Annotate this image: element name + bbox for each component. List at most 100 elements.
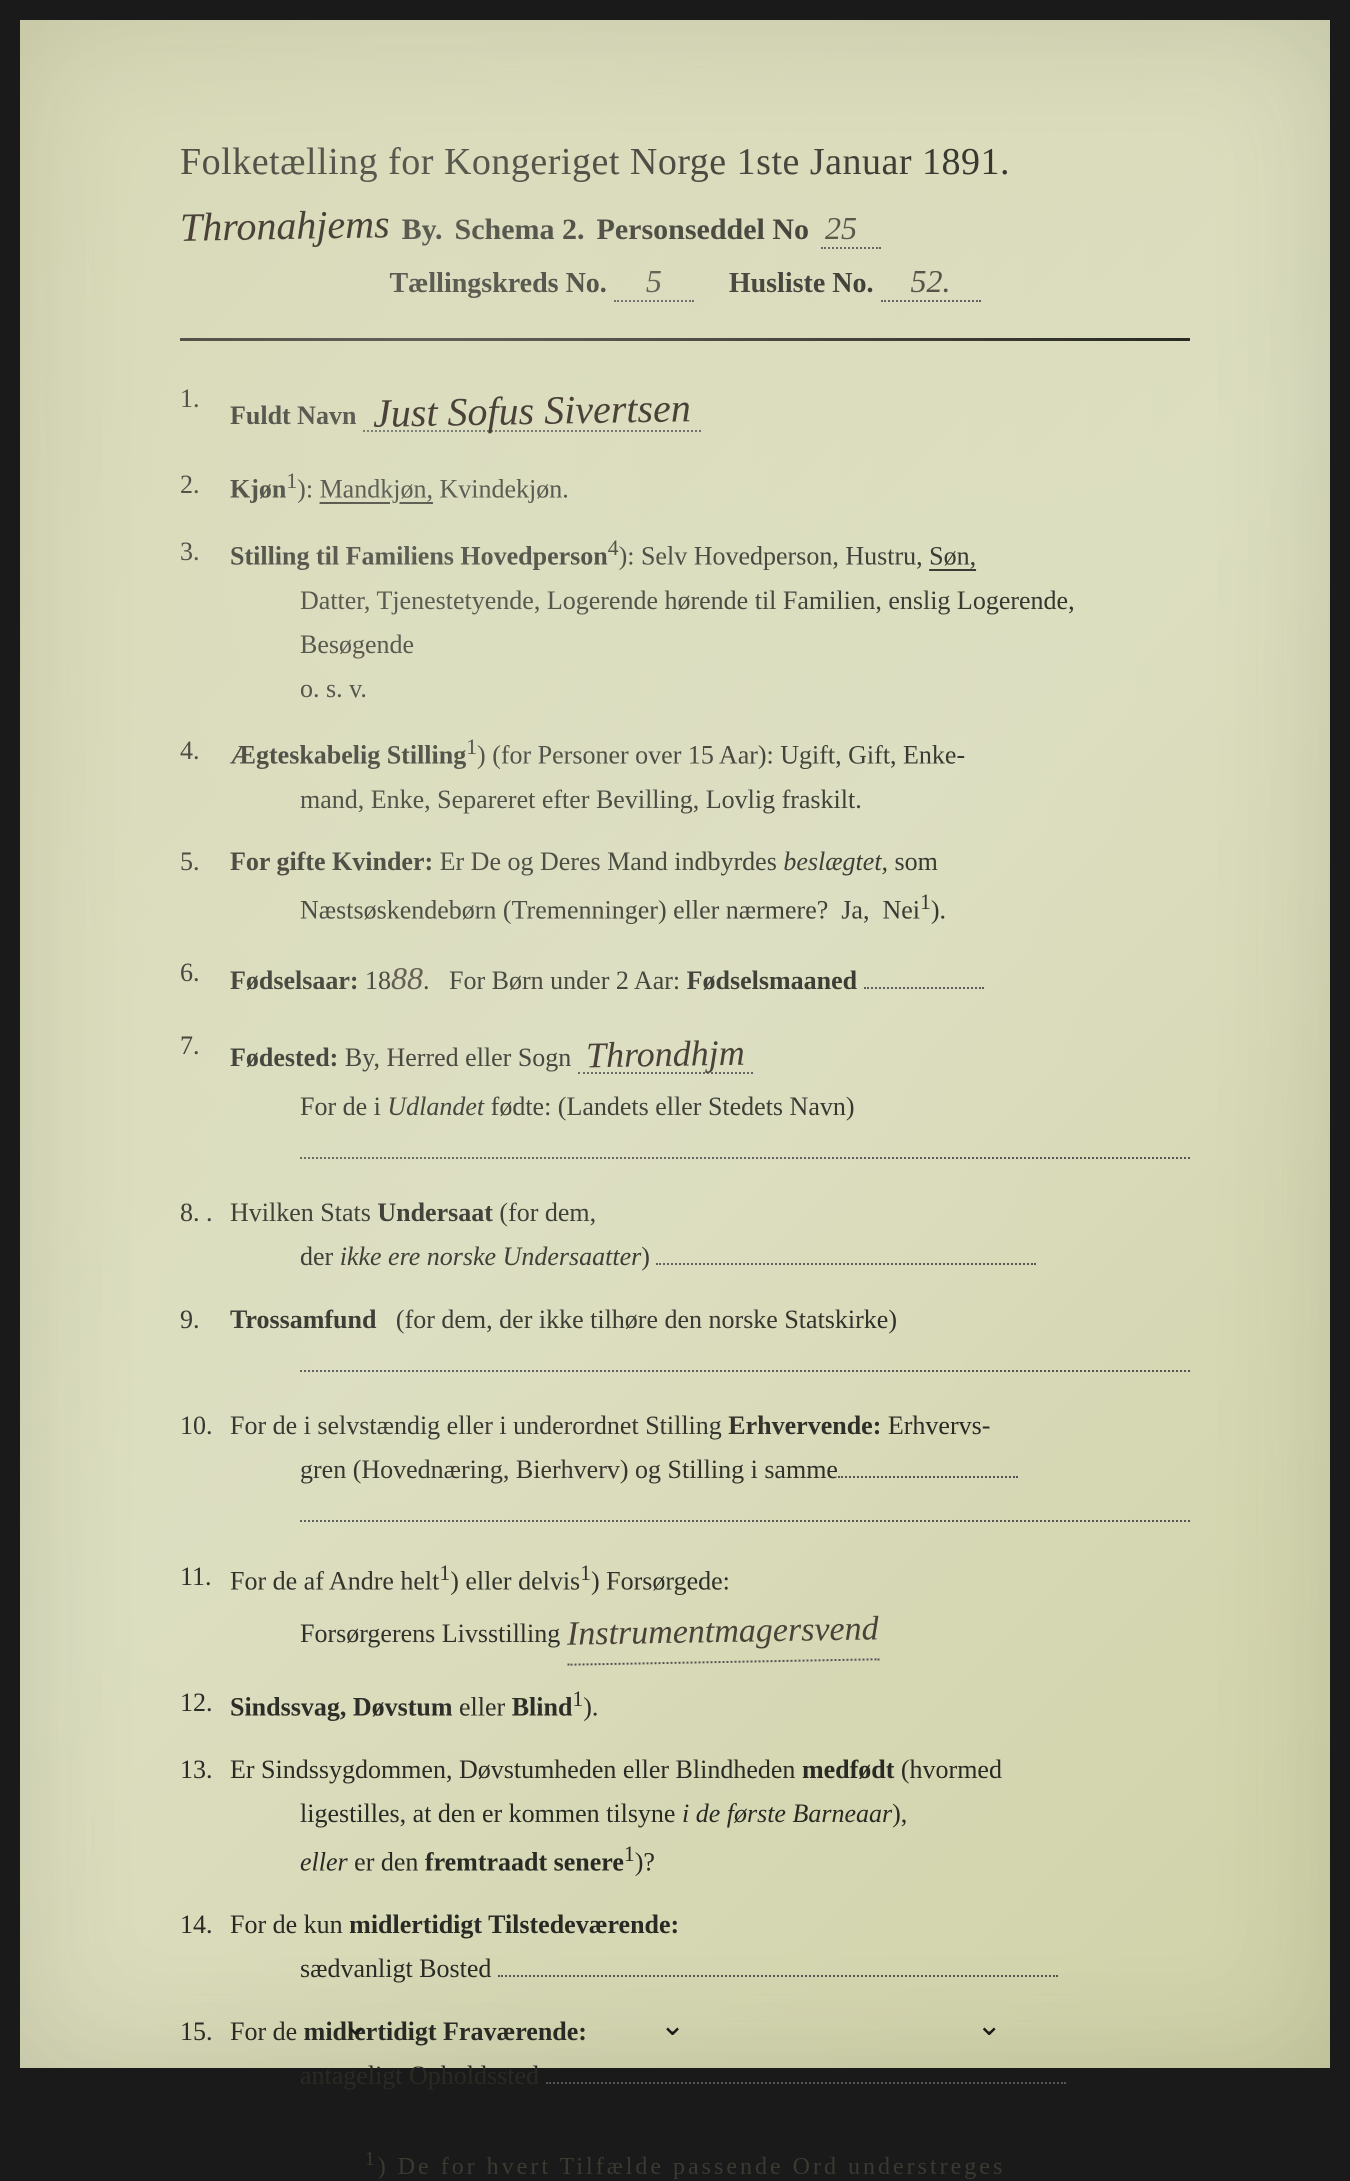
label-aegteskab: Ægteskabelig Stilling	[230, 741, 466, 770]
by-label: By.	[402, 213, 443, 247]
item-num-3: 3.	[180, 530, 230, 711]
item-num-4: 4.	[180, 729, 230, 822]
tear-right: ⌄	[977, 2008, 1007, 2032]
item-content-11: For de af Andre helt1) eller delvis1) Fo…	[230, 1555, 1190, 1664]
item-11: 11. For de af Andre helt1) eller delvis1…	[180, 1555, 1190, 1664]
item-num-14: 14.	[180, 1903, 230, 1991]
husliste-label: Husliste No.	[729, 268, 874, 299]
gifte-italic: beslægtet,	[783, 847, 888, 876]
medfodt-paren: (hvormed	[894, 1755, 1002, 1784]
medfodt-text1: Er Sindssygdommen, Døvstumheden eller Bl…	[230, 1755, 802, 1784]
tilstede-bold: midlertidigt Tilstedeværende:	[349, 1910, 679, 1939]
item-num-5: 5.	[180, 840, 230, 933]
sup-13: 1	[624, 1842, 635, 1866]
sindssvag-text: eller	[453, 1693, 512, 1722]
tear-mid: ⌄	[660, 2008, 690, 2032]
tilstede-text1: For de kun	[230, 1910, 349, 1939]
taellingskreds-no: 5	[614, 263, 694, 302]
sup-3: 4	[608, 536, 619, 560]
item-4: 4. Ægteskabelig Stilling1) (for Personer…	[180, 729, 1190, 822]
sup-11a: 1	[439, 1561, 450, 1585]
fodested-text3: fødte: (Landets eller Stedets Navn)	[484, 1092, 854, 1121]
undersaat-text2: (for dem,	[493, 1198, 596, 1227]
item-10: 10. For de i selvstændig eller i underor…	[180, 1404, 1190, 1537]
kjon-rest: Kvindekjøn.	[439, 475, 568, 504]
label-gifte: For gifte Kvinder:	[230, 847, 433, 876]
forsorg-text1: For de af Andre helt	[230, 1566, 439, 1595]
sup-11b: 1	[580, 1561, 591, 1585]
item-content-8: Hvilken Stats Undersaat (for dem, der ik…	[230, 1191, 1190, 1279]
stilling-text2: Datter, Tjenestetyende, Logerende hørend…	[230, 579, 1190, 667]
item-num-8: 8. .	[180, 1191, 230, 1279]
item-1: 1. Fuldt Navn Just Sofus Sivertsen	[180, 377, 1190, 445]
fodested-italic: Udlandet	[387, 1092, 484, 1121]
personseddel-no: 25	[821, 210, 881, 249]
item-num-6: 6.	[180, 951, 230, 1005]
item-num-13: 13.	[180, 1748, 230, 1885]
item-5: 5. For gifte Kvinder: Er De og Deres Man…	[180, 840, 1190, 933]
year-cursive: 88	[391, 960, 423, 996]
erhverv-dotted	[300, 1496, 1190, 1522]
item-9: 9. Trossamfund (for dem, der ikke tilhør…	[180, 1298, 1190, 1386]
label-kjon: Kjøn	[230, 475, 286, 504]
medfodt-bold2: fremtraadt senere	[425, 1848, 624, 1877]
erhverv-text2-a: Erhvervs-	[888, 1411, 991, 1440]
item-content-3: Stilling til Familiens Hovedperson4): Se…	[230, 530, 1190, 711]
erhverv-line2: gren (Hovednæring, Bierhverv) og Stillin…	[230, 1448, 1190, 1492]
city-name-cursive: Thronahjems	[180, 200, 390, 251]
item-content-7: Fødested: By, Herred eller Sogn Throndhj…	[230, 1024, 1190, 1174]
undersaat-text1: Hvilken Stats	[230, 1198, 377, 1227]
label-fodselsmaaned: Fødselsmaaned	[687, 966, 857, 995]
item-14: 14. For de kun midlertidigt Tilstedevære…	[180, 1903, 1190, 1991]
label-fodested: Fødested:	[230, 1043, 338, 1072]
stilling-text3: o. s. v.	[230, 667, 1190, 711]
item-8: 8. . Hvilken Stats Undersaat (for dem, d…	[180, 1191, 1190, 1279]
item-content-2: Kjøn1): Mandkjøn, Kvindekjøn.	[230, 463, 1190, 512]
item-7: 7. Fødested: By, Herred eller Sogn Thron…	[180, 1024, 1190, 1174]
stilling-text1: Selv Hovedperson, Hustru,	[641, 542, 929, 571]
husliste-no: 52.	[881, 263, 981, 302]
tear-left: ⌄	[343, 2008, 373, 2032]
footnote-text: ) De for hvert Tilfælde passende Ord und…	[378, 2154, 1006, 2180]
taellingskreds-label: Tællingskreds No.	[389, 268, 606, 299]
trossamfund-text: (for dem, der ikke tilhøre den norske St…	[396, 1305, 897, 1334]
gifte-text2: som	[888, 847, 938, 876]
item-6: 6. Fødselsaar: 1888. For Børn under 2 Aa…	[180, 951, 1190, 1005]
label-fodselsaar: Fødselsaar:	[230, 966, 359, 995]
label-sindssvag: Sindssvag, Døvstum	[230, 1693, 453, 1722]
item-num-7: 7.	[180, 1024, 230, 1174]
frav-dotted	[546, 2082, 1066, 2084]
medfodt-italic2: eller	[300, 1848, 348, 1877]
label-blind: Blind	[512, 1693, 573, 1722]
medfodt-bold: medfødt	[802, 1755, 894, 1784]
tilstede-dotted	[498, 1975, 1058, 1977]
divider-rule	[180, 338, 1190, 341]
fodsel-text2: For Børn under 2 Aar:	[449, 966, 687, 995]
footnote-sup: 1	[365, 2148, 378, 2170]
aegteskab-text: (for Personer over 15 Aar): Ugift, Gift,…	[492, 741, 965, 770]
item-content-6: Fødselsaar: 1888. For Børn under 2 Aar: …	[230, 951, 1190, 1005]
item-13: 13. Er Sindssygdommen, Døvstumheden elle…	[180, 1748, 1190, 1885]
page-title: Folketælling for Kongeriget Norge 1ste J…	[180, 140, 1190, 184]
item-num-2: 2.	[180, 463, 230, 512]
medfodt-text5: )?	[635, 1848, 655, 1877]
footnote: 1) De for hvert Tilfælde passende Ord un…	[180, 2148, 1190, 2181]
frav-line2: antageligt Opholdssted	[230, 2054, 1190, 2098]
item-content-1: Fuldt Navn Just Sofus Sivertsen	[230, 377, 1190, 445]
header-line-1: Thronahjems By. Schema 2. Personseddel N…	[180, 202, 1190, 249]
stilling-selected: Søn,	[929, 542, 976, 571]
tilstede-text2: sædvanligt Bosted	[300, 1954, 491, 1983]
item-3: 3. Stilling til Familiens Hovedperson4):…	[180, 530, 1190, 711]
undersaat-bold: Undersaat	[377, 1198, 493, 1227]
label-stilling: Stilling til Familiens Hovedperson	[230, 542, 608, 571]
item-content-4: Ægteskabelig Stilling1) (for Personer ov…	[230, 729, 1190, 822]
tilstede-line2: sædvanligt Bosted	[230, 1947, 1190, 1991]
forsorg-text4: Forsørgerens Livsstilling	[300, 1619, 560, 1648]
undersaat-line2: der ikke ere norske Undersaatter)	[230, 1235, 1190, 1279]
item-num-9: 9.	[180, 1298, 230, 1386]
value-name-cursive: Just Sofus Sivertsen	[372, 374, 691, 448]
item-num-12: 12.	[180, 1681, 230, 1730]
forsorg-text3: ) Forsørgede:	[591, 1566, 730, 1595]
personseddel-label: Personseddel No	[597, 213, 810, 247]
undersaat-dotted	[656, 1263, 1036, 1265]
